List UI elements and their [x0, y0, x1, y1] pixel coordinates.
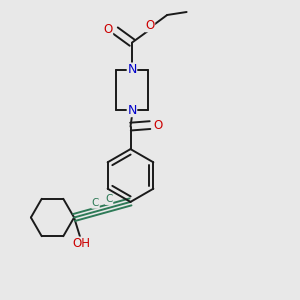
Text: O: O: [154, 118, 163, 132]
Text: O: O: [146, 19, 154, 32]
Text: OH: OH: [73, 237, 91, 250]
Text: C: C: [92, 198, 99, 208]
Text: N: N: [127, 63, 137, 76]
Text: C: C: [105, 194, 113, 204]
Text: O: O: [103, 22, 112, 36]
Text: N: N: [127, 103, 137, 117]
